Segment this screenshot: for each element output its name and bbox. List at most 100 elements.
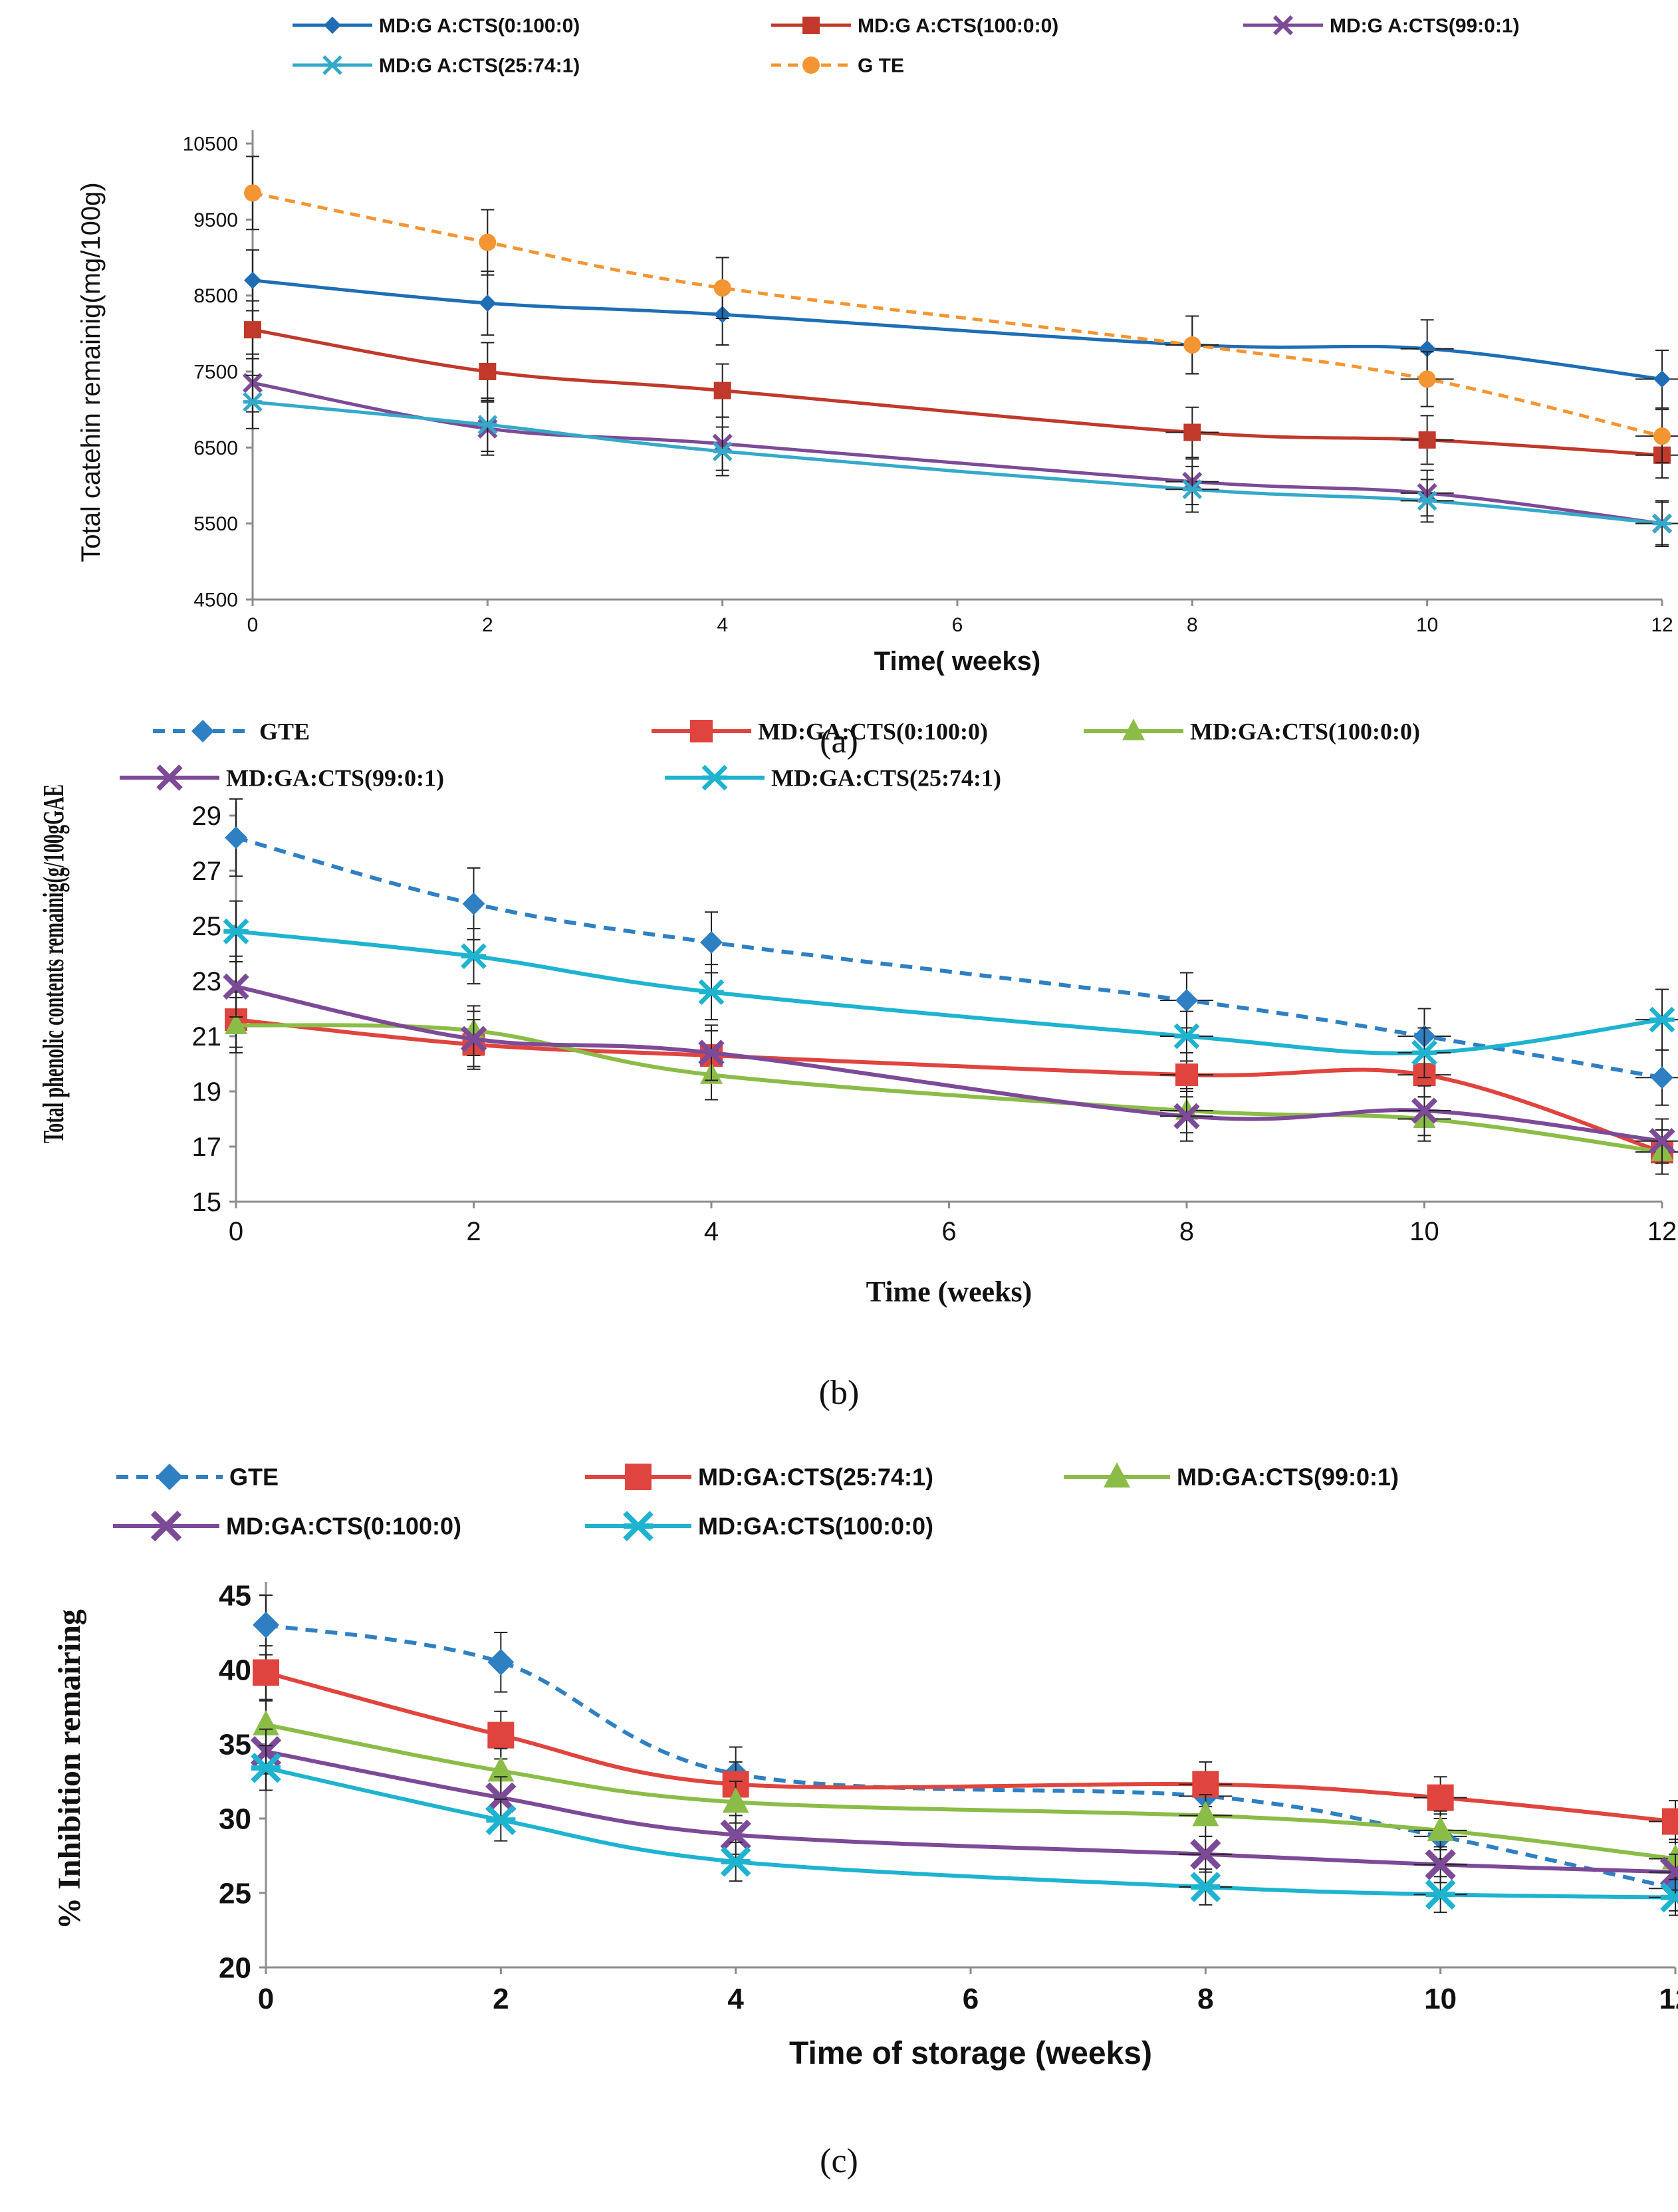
data-point [485, 1782, 517, 1813]
data-point [700, 931, 723, 954]
data-point [253, 1659, 279, 1686]
data-point [1653, 427, 1671, 445]
y-tick-label: 19 [192, 1077, 222, 1107]
data-point [477, 415, 498, 435]
data-point [1175, 1063, 1198, 1087]
data-point [251, 1753, 281, 1783]
data-point [462, 892, 485, 915]
data-point [1173, 1103, 1200, 1130]
legend-marker [156, 764, 183, 791]
legend-entry: MD:G A:CTS(0:100:0) [293, 15, 580, 37]
data-point [244, 184, 261, 202]
y-axis-title: Total catehin remainig(mg/100g) [76, 182, 106, 562]
series-3 [223, 955, 1678, 1164]
data-point [1183, 336, 1201, 354]
y-tick-label: 20 [219, 1951, 251, 1984]
data-point [712, 441, 733, 461]
y-tick-label: 45 [219, 1579, 251, 1612]
legend-entry: GTE [116, 1464, 279, 1491]
x-tick-label: 8 [1187, 614, 1198, 636]
x-tick-label: 6 [952, 614, 963, 636]
y-tick-label: 7500 [193, 362, 238, 384]
legend-label: MD:GA:CTS(99:0:1) [226, 765, 444, 792]
x-tick-label: 0 [258, 1983, 274, 2015]
y-tick-label: 5500 [193, 513, 238, 535]
data-point [487, 1721, 515, 1749]
legend-label: MD:GA:CTS(25:74:1) [771, 765, 1001, 792]
y-tick-label: 29 [192, 802, 222, 831]
legend-entry: GTE [153, 719, 310, 745]
y-tick-label: 6500 [193, 437, 238, 459]
y-tick-label: 10500 [183, 134, 238, 156]
x-tick-label: 6 [941, 1217, 956, 1246]
x-tick-label: 4 [704, 1217, 719, 1246]
data-point [225, 1012, 247, 1034]
x-tick-label: 2 [466, 1217, 481, 1246]
legend-marker [625, 1464, 652, 1490]
legend-label: MD:GA:CTS(100:0:0) [698, 1513, 933, 1540]
y-tick-label: 15 [192, 1188, 222, 1217]
data-point [698, 979, 725, 1006]
legend-label: MD:GA:CTS(0:100:0) [226, 1513, 461, 1540]
data-point [223, 918, 249, 944]
panel-c: 0 2 4 6 8 10 12 20 25 30 35 40 45 Time of storage (we… [52, 1462, 1678, 2180]
legend-label: GTE [229, 1464, 279, 1491]
data-point [1649, 1006, 1675, 1033]
legend-marker [690, 720, 713, 742]
series-line [252, 278, 1663, 381]
data-point [1653, 370, 1671, 388]
data-point [223, 973, 249, 1000]
legend-label: GTE [259, 719, 310, 745]
legend-label: MD:GA:CTS(25:74:1) [698, 1464, 933, 1491]
legend-marker [1104, 1462, 1130, 1488]
legend-marker [802, 17, 820, 34]
data-point [1418, 431, 1436, 449]
legend-entry: MD:GA:CTS(25:74:1) [585, 1464, 933, 1491]
data-point [244, 271, 261, 289]
x-tick-label: 0 [247, 614, 259, 636]
legend-entry: MD:GA:CTS(25:74:1) [665, 764, 1001, 792]
y-tick-label: 25 [192, 912, 222, 941]
data-point [698, 1040, 725, 1066]
series-4 [251, 1745, 1678, 1916]
legend-entry: MD:G A:CTS(99:0:1) [1243, 15, 1520, 37]
data-point [1651, 1066, 1673, 1089]
data-point [1649, 1127, 1675, 1155]
data-point [1662, 1808, 1678, 1835]
series-3 [243, 374, 1678, 546]
legend-marker [156, 1464, 183, 1490]
data-point [487, 1648, 515, 1676]
data-point [243, 391, 263, 412]
series-1 [253, 1645, 1678, 1843]
series-line [235, 835, 1663, 1080]
data-point [487, 1756, 515, 1782]
panel-b: 0 2 4 6 8 10 12 15 17 19 21 23 25 27 29 Time (weeks) Tot… [37, 719, 1678, 1412]
legend-label: MD:GA:CTS(99:0:1) [1177, 1464, 1399, 1491]
x-tick-label: 0 [229, 1217, 243, 1246]
data-point [1192, 1801, 1219, 1826]
y-axis-title: Total phenolic contents remainig(g/100gG… [37, 784, 70, 1143]
data-point [253, 1611, 279, 1638]
data-point [479, 363, 497, 380]
data-point [479, 294, 497, 312]
x-axis-title: Time (weeks) [866, 1275, 1032, 1308]
legend-label: MD:GA:CTS(100:0:0) [1190, 719, 1420, 745]
legend-marker [623, 1511, 654, 1541]
x-tick-label: 2 [482, 614, 493, 636]
x-axis-title: Time of storage (weeks) [789, 2036, 1152, 2071]
y-tick-label: 27 [192, 857, 222, 886]
legend-marker [324, 17, 341, 34]
data-point [1427, 1815, 1454, 1841]
legend-marker [701, 764, 728, 791]
data-point [1418, 370, 1436, 388]
y-tick-label: 25 [219, 1877, 251, 1910]
data-point [1427, 1784, 1454, 1811]
x-axis-title: Time( weeks) [874, 647, 1041, 676]
panel-label: (c) [820, 2142, 858, 2180]
panel-label: (b) [819, 1374, 860, 1412]
data-point [1417, 491, 1437, 511]
data-point [1659, 1856, 1678, 1888]
data-point [479, 233, 497, 251]
series-4 [244, 156, 1678, 464]
data-point [1182, 479, 1203, 500]
